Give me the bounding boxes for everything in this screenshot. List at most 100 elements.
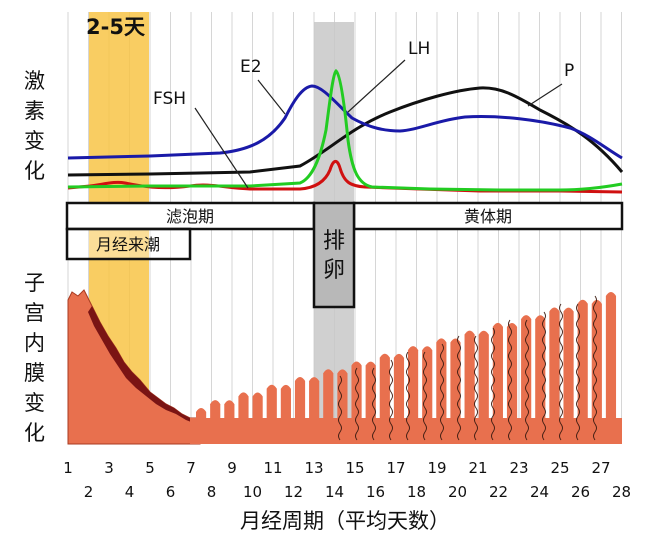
day-tick-label: 24: [530, 483, 549, 501]
day-tick-label: 9: [227, 459, 237, 477]
day-tick-label: 26: [571, 483, 590, 501]
day-axis-labels: 1234567891011121314151617181920212223242…: [63, 459, 631, 501]
endometrium-section-label: 子 宫 内 膜 变 化: [24, 271, 45, 445]
e2-label: E2: [240, 57, 262, 77]
spiral-artery: [491, 327, 495, 441]
endometrial-ridge: [393, 353, 405, 419]
ovulation-box: 排 卵: [312, 201, 356, 309]
endometrial-ridge: [224, 400, 235, 419]
day-tick-label: 7: [186, 459, 196, 477]
day-tick-label: 12: [284, 483, 303, 501]
day-tick-label: 4: [125, 483, 135, 501]
spiral-artery: [423, 351, 427, 441]
endometrial-ridge: [238, 392, 249, 419]
endometrial-ridge: [478, 330, 489, 419]
day-tick-label: 21: [468, 459, 487, 477]
p-curve: [67, 86, 624, 177]
endometrial-ridge: [492, 322, 503, 419]
day-tick-label: 8: [207, 483, 217, 501]
spiral-artery: [576, 303, 580, 441]
day-tick-label: 2: [84, 483, 94, 501]
spiral-artery: [559, 303, 563, 441]
endometrium-label-char: 宫: [24, 301, 45, 325]
spiral-artery: [372, 367, 376, 441]
menstruation-label: 月经来潮: [96, 235, 160, 254]
lh-pointer: [347, 59, 406, 113]
day-tick-label: 1: [63, 459, 73, 477]
day-tick-label: 11: [263, 459, 282, 477]
endometrial-ridge: [280, 384, 291, 419]
endometrial-ridge: [408, 346, 419, 419]
hormone-label-char: 激: [24, 69, 45, 93]
e2-curve: [67, 84, 623, 160]
endometrium-label-char: 化: [24, 421, 45, 445]
hormone-label-char: 化: [24, 159, 45, 183]
day-tick-label: 6: [166, 483, 176, 501]
fsh-curve: [67, 160, 623, 194]
endometrial-ridge: [210, 400, 221, 419]
endometrium-label-char: 变: [24, 391, 45, 415]
endometrial-ridge: [563, 307, 574, 419]
endometrial-ridge: [379, 353, 390, 419]
endometrial-ridge: [436, 338, 447, 419]
endometrial-ridge: [591, 299, 602, 419]
hormone-label-char: 变: [24, 129, 45, 153]
spiral-artery: [406, 351, 410, 441]
day-tick-label: 25: [550, 459, 569, 477]
day-tick-label: 19: [427, 459, 446, 477]
day-tick-label: 22: [489, 483, 508, 501]
day-tick-label: 3: [104, 459, 114, 477]
menstruation-box: 月经来潮: [65, 227, 192, 261]
day-tick-label: 13: [304, 459, 323, 477]
spiral-artery: [355, 367, 359, 441]
luteal-phase-label: 黄体期: [464, 207, 512, 226]
spiral-artery: [508, 319, 512, 441]
endometrial-ridge: [252, 392, 263, 419]
day-tick-label: 15: [345, 459, 364, 477]
day-tick-label: 17: [386, 459, 405, 477]
hormone-label-char: 素: [24, 99, 45, 123]
day-tick-label: 5: [145, 459, 155, 477]
endometrial-ridge: [549, 307, 560, 419]
endometrial-ridge: [337, 369, 348, 419]
spiral-artery: [542, 311, 546, 441]
e2-pointer: [257, 79, 286, 115]
fsh-pointer: [194, 107, 249, 189]
day-tick-label: 20: [448, 483, 467, 501]
p-label: P: [564, 61, 574, 81]
endometrial-ridge: [266, 384, 277, 419]
endometrium-label-char: 膜: [24, 361, 45, 385]
endometrial-ridge: [605, 292, 617, 419]
spiral-artery: [389, 359, 393, 441]
day-tick-label: 23: [509, 459, 528, 477]
spiral-arteries: [338, 295, 597, 441]
fsh-label: FSH: [153, 89, 186, 109]
endometrial-ridges: [196, 292, 617, 419]
endometrial-ridge: [577, 299, 588, 419]
lh-label: LH: [408, 39, 430, 59]
spiral-artery: [593, 295, 597, 441]
endometrial-ridge: [365, 361, 376, 419]
spiral-artery: [457, 335, 461, 441]
lh-curve: [67, 69, 623, 192]
day-tick-label: 16: [366, 483, 385, 501]
luteal-phase-box: 黄体期: [352, 201, 624, 231]
follicular-phase-box: 滤泡期: [65, 201, 316, 231]
endometrial-ridge: [521, 315, 532, 419]
endometrial-ridge: [323, 369, 334, 419]
day-tick-label: 10: [243, 483, 262, 501]
day-tick-label: 27: [591, 459, 610, 477]
follicular-phase-label: 滤泡期: [166, 207, 214, 226]
endometrial-ridge: [309, 377, 320, 419]
endometrium-label-char: 内: [24, 331, 45, 355]
p-pointer: [527, 83, 563, 107]
spiral-artery: [338, 375, 342, 441]
ovulation-label-char: 卵: [323, 258, 345, 283]
hormone-section-label: 激 素 变 化: [24, 69, 45, 183]
endometrial-ridge: [450, 338, 461, 419]
endometrium-illustration: [67, 289, 622, 445]
day-tick-label: 18: [407, 483, 426, 501]
endometrial-ridge: [535, 315, 546, 419]
ovulation-label-char: 排: [323, 229, 345, 254]
